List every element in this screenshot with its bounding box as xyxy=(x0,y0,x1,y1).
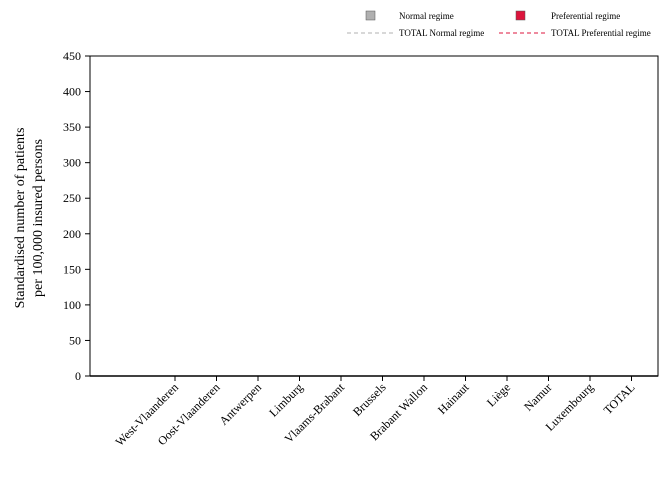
legend-label-total-preferential: TOTAL Preferential regime xyxy=(551,28,651,38)
y-tick-label: 350 xyxy=(63,120,81,134)
y-tick-label: 200 xyxy=(63,227,81,241)
x-tick-label: Liège xyxy=(484,380,513,409)
legend-label-preferential: Preferential regime xyxy=(551,11,620,21)
legend-label-normal: Normal regime xyxy=(399,11,454,21)
x-tick-label: Brussels xyxy=(350,380,389,419)
plot-frame xyxy=(89,55,659,377)
y-axis-label-line-2: per 100,000 insured persons xyxy=(31,139,46,297)
y-tick-label: 150 xyxy=(63,262,81,276)
x-tick-label: Namur xyxy=(521,380,554,413)
y-tick-label: 400 xyxy=(63,85,81,99)
axes: 050100150200250300350400450West-Vlaander… xyxy=(63,49,659,449)
y-tick-label: 250 xyxy=(63,191,81,205)
y-tick-label: 100 xyxy=(63,298,81,312)
x-tick-label: Hainaut xyxy=(435,380,472,417)
x-tick-label: Antwerpen xyxy=(217,380,265,428)
legend-label-total-normal: TOTAL Normal regime xyxy=(399,28,484,38)
y-tick-label: 0 xyxy=(75,369,81,383)
x-tick-label: Limburg xyxy=(266,380,305,419)
legend-swatch-preferential xyxy=(515,10,526,21)
y-tick-label: 300 xyxy=(63,156,81,170)
legend-swatch-normal xyxy=(365,10,376,21)
y-axis-label-line-1: Standardised number of patients xyxy=(13,128,28,309)
y-tick-label: 50 xyxy=(69,333,81,347)
y-tick-label: 450 xyxy=(63,49,81,63)
legend: Normal regime Preferential regime TOTAL No… xyxy=(347,10,651,38)
x-tick-label: TOTAL xyxy=(601,380,638,417)
